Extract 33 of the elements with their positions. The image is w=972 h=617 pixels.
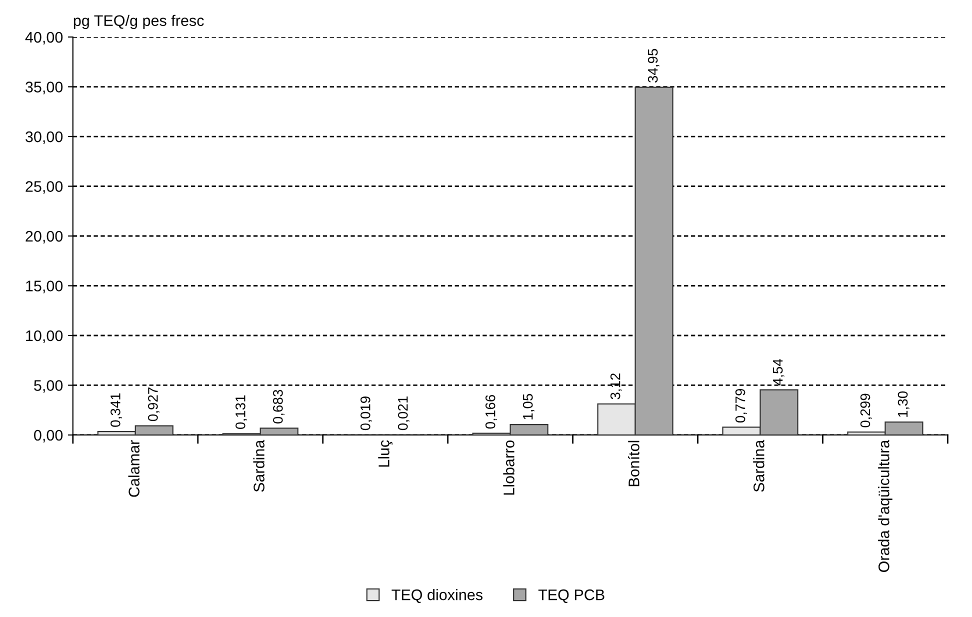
x-tick-label: Sardina — [753, 440, 764, 492]
x-tick-label: Llobarro — [503, 440, 514, 495]
y-axis-title: pg TEQ/g pes fresc — [74, 14, 204, 30]
y-tick-label: 40,00 — [25, 32, 63, 45]
y-tick-label: 10,00 — [26, 330, 63, 343]
data-label: 1,30 — [898, 391, 910, 417]
x-tick-label: Orada d'aqüicultura — [878, 440, 892, 572]
y-tick-label: 35,00 — [26, 82, 63, 94]
y-tick-label: 25,00 — [26, 181, 63, 194]
data-label: 1,05 — [522, 394, 534, 420]
y-tick-label: 5,00 — [34, 380, 63, 393]
y-tick-label: 15,00 — [26, 280, 63, 294]
x-tick-label: Sardina — [253, 440, 264, 492]
y-tick-label: 20,00 — [26, 230, 63, 244]
y-tick-label: 0,00 — [34, 430, 63, 442]
data-label: 0,299 — [860, 394, 872, 428]
data-label: 0,131 — [236, 395, 247, 429]
data-label: 0,683 — [272, 390, 284, 424]
data-label: 3,12 — [610, 373, 622, 400]
data-label: 0,779 — [735, 388, 747, 423]
data-label: 0,341 — [110, 393, 122, 427]
legend-label: TEQ dioxines — [392, 589, 482, 603]
x-tick-label: Calamar — [128, 440, 140, 497]
x-tick-label: Bonítol — [628, 440, 640, 486]
x-tick-label: Lluç — [378, 440, 392, 467]
data-label: 0,019 — [360, 396, 372, 430]
y-tick-label: 30,00 — [26, 131, 63, 144]
data-label: 4,54 — [773, 359, 784, 386]
data-label: 34,95 — [648, 48, 660, 83]
legend-label: TEQ PCB — [538, 589, 604, 603]
data-label: 0,166 — [485, 395, 497, 429]
data-label: 0,021 — [398, 396, 410, 430]
data-label: 0,927 — [148, 388, 160, 422]
